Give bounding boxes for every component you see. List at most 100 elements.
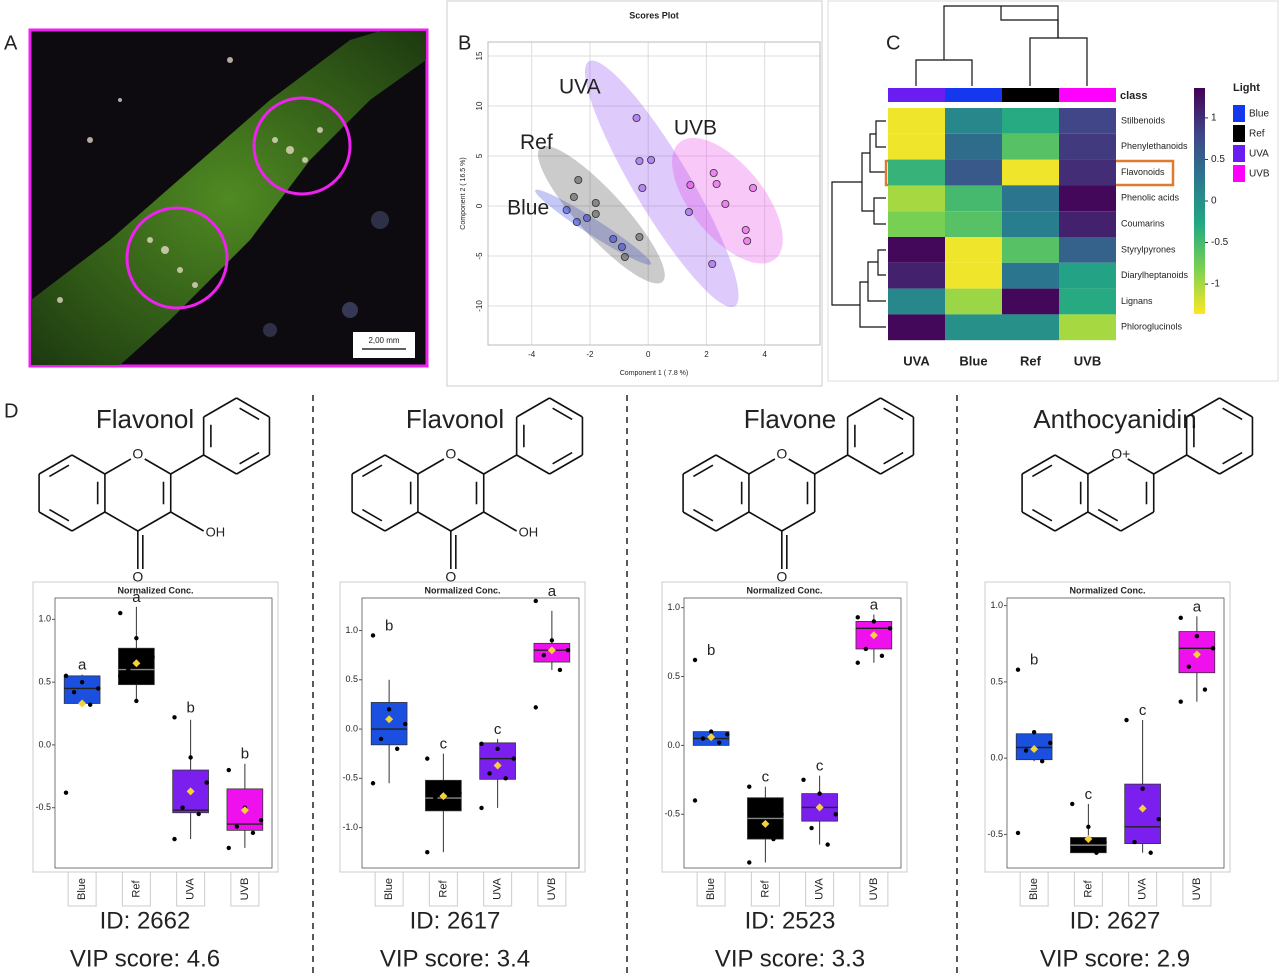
legend-label: UVA: [1249, 149, 1269, 160]
atom-background: [773, 447, 790, 463]
category-label-box: [805, 871, 835, 907]
mean-marker: [815, 803, 824, 812]
atom-label: O: [445, 446, 456, 462]
heatmap-cell: [888, 133, 945, 160]
bond: [880, 397, 914, 418]
row-label: Diarylheptanoids: [1121, 270, 1189, 280]
atom-label: OH: [206, 524, 226, 539]
box-title: Normalized Conc.: [746, 585, 822, 595]
highlight-circle: [252, 96, 352, 196]
y-tick-label: 0.0: [345, 723, 358, 733]
y-tick-label: 0.0: [38, 739, 51, 749]
point: [708, 259, 717, 268]
bond: [715, 454, 750, 475]
point: [779, 812, 784, 817]
category-label-box: [696, 871, 726, 907]
point: [150, 654, 155, 660]
panel-b-frame: [446, 0, 823, 387]
class-bar: [1002, 88, 1059, 102]
point: [569, 192, 578, 201]
category-label-box: [428, 871, 458, 907]
point: [692, 657, 698, 663]
heatmap-cell: [1002, 237, 1059, 263]
y-tick-label: 1.0: [990, 600, 1003, 610]
mean-marker: [493, 761, 502, 770]
point: [1178, 615, 1183, 621]
point: [1124, 717, 1129, 723]
column-label: UVA: [903, 353, 930, 368]
mean-marker: [78, 699, 87, 708]
point: [394, 746, 400, 751]
x-tick-label: 0: [646, 350, 651, 359]
heatmap-cell: [945, 262, 1002, 289]
category-label-box: [230, 871, 260, 907]
double-bond: [362, 508, 383, 522]
point: [63, 790, 69, 795]
point: [771, 836, 776, 842]
point: [118, 610, 123, 616]
y-tick-label: 15: [475, 51, 484, 60]
double-bond: [552, 451, 573, 465]
point: [591, 198, 600, 207]
y-tick-label: 1.0: [38, 614, 51, 624]
vip-label: VIP score: 3.3: [715, 945, 865, 972]
vip-label: VIP score: 4.6: [70, 945, 220, 972]
y-tick-label: -0.5: [35, 802, 51, 812]
mean-marker: [547, 646, 556, 655]
significance-letter: c: [440, 736, 448, 753]
mean-marker: [385, 715, 394, 724]
point: [204, 780, 209, 785]
double-bond: [1032, 508, 1053, 522]
point: [741, 225, 750, 234]
point: [887, 626, 893, 631]
point: [457, 790, 462, 796]
point: [234, 824, 240, 829]
point: [196, 811, 201, 817]
point: [825, 842, 830, 847]
atom-label: O: [776, 446, 787, 462]
legend-label: UVB: [1249, 169, 1270, 180]
compound-name: Flavonol: [96, 404, 194, 434]
category-label-box: [1128, 871, 1158, 907]
atom-label: OH: [519, 524, 539, 539]
bond: [1219, 397, 1253, 418]
heatmap-cell: [1002, 262, 1059, 289]
leaf-edge: [31, 31, 426, 365]
point: [79, 679, 85, 685]
point: [378, 736, 384, 742]
y-tick-label: -0.5: [342, 773, 358, 783]
colorbar-tick-label: 0.5: [1211, 154, 1225, 165]
point: [503, 776, 508, 781]
atom-label: O: [776, 569, 787, 585]
bond: [1219, 454, 1253, 475]
confidence-ellipse: [537, 145, 665, 284]
x-tick-label: Blue: [76, 878, 88, 900]
point: [609, 234, 618, 243]
significance-letter: b: [385, 617, 393, 634]
bond: [203, 454, 237, 475]
point: [749, 183, 758, 192]
heatmap-cell: [945, 108, 1002, 134]
double-bond: [239, 451, 260, 465]
point: [134, 698, 139, 704]
significance-letter: a: [1193, 598, 1202, 615]
point: [863, 646, 869, 652]
row-label: Stilbenoids: [1121, 115, 1166, 125]
series-label: Blue: [507, 197, 549, 220]
id-label: ID: 2662: [100, 907, 191, 934]
atom-label: O: [132, 446, 143, 462]
bond: [1186, 397, 1220, 418]
heatmap-cell: [1059, 314, 1116, 341]
series-label: Ref: [520, 131, 553, 154]
heatmap-cell: [1059, 211, 1116, 237]
bond: [384, 511, 419, 532]
point: [565, 648, 571, 653]
point: [386, 707, 392, 712]
bond: [1021, 454, 1056, 475]
double-bond: [883, 407, 904, 421]
point: [226, 845, 231, 851]
atom-label: O: [445, 569, 456, 585]
bond: [516, 397, 550, 418]
bond: [236, 454, 270, 475]
